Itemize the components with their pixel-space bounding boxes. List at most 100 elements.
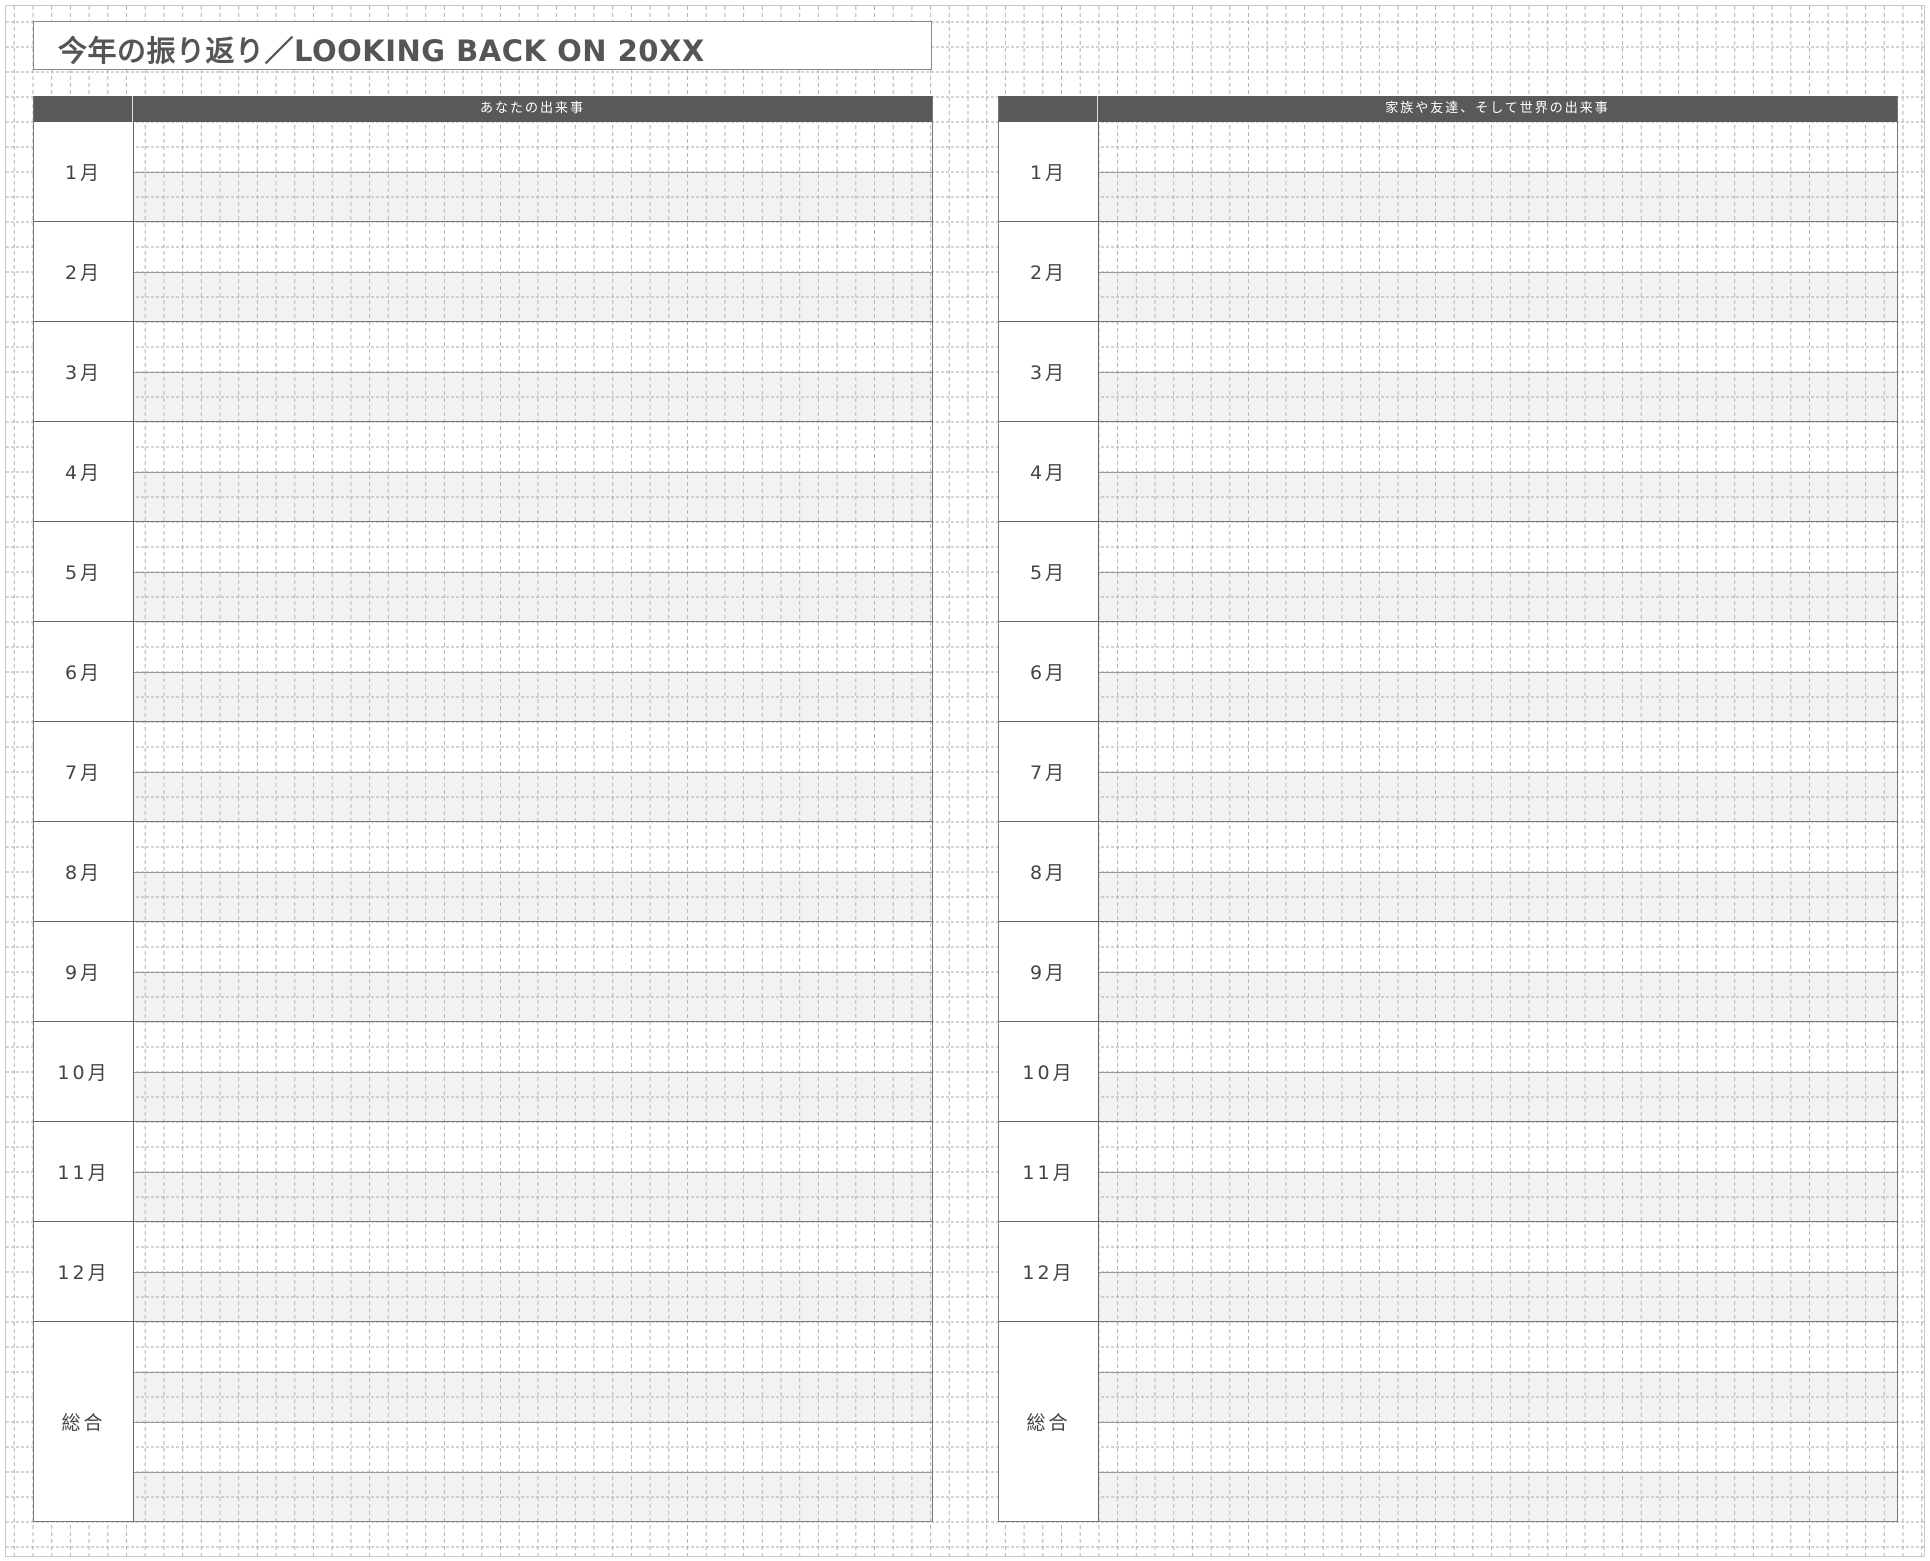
header-title: あなたの出来事 <box>479 101 585 116</box>
table-header: あなたの出来事 <box>34 96 932 122</box>
shaded-band <box>134 1272 932 1322</box>
table-row: 4月 <box>999 422 1897 522</box>
writing-area[interactable] <box>134 422 932 522</box>
shaded-band <box>1099 172 1897 222</box>
title-box: 今年の振り返り／LOOKING BACK ON 20XX <box>33 21 932 70</box>
header-label-cell <box>34 96 133 122</box>
table-row: 5月 <box>999 522 1897 622</box>
shaded-band <box>134 172 932 222</box>
shaded-band <box>134 1172 932 1222</box>
table-row: 12月 <box>34 1222 932 1322</box>
row-label: 5月 <box>999 522 1099 621</box>
writing-area[interactable] <box>1099 322 1897 422</box>
shaded-band <box>134 272 932 322</box>
writing-area[interactable] <box>1099 122 1897 222</box>
row-label: 総合 <box>999 1322 1099 1521</box>
row-label: 11月 <box>999 1122 1099 1221</box>
row-label: 1月 <box>999 122 1099 221</box>
writing-area[interactable] <box>134 122 932 222</box>
row-label: 10月 <box>34 1022 134 1121</box>
writing-area[interactable] <box>134 1322 932 1522</box>
table-row: 10月 <box>34 1022 932 1122</box>
shaded-band <box>1099 572 1897 622</box>
writing-area[interactable] <box>134 1022 932 1122</box>
shaded-band <box>134 572 932 622</box>
row-label: 2月 <box>34 222 134 321</box>
table-row: 2月 <box>999 222 1897 322</box>
writing-area[interactable] <box>1099 1322 1897 1522</box>
row-label: 総合 <box>34 1322 134 1521</box>
shaded-band <box>1099 1172 1897 1222</box>
writing-area[interactable] <box>1099 522 1897 622</box>
table-row: 4月 <box>34 422 932 522</box>
writing-area[interactable] <box>134 322 932 422</box>
row-label: 6月 <box>34 622 134 721</box>
writing-area[interactable] <box>134 722 932 822</box>
page-title: 今年の振り返り／LOOKING BACK ON 20XX <box>58 34 705 68</box>
row-label: 8月 <box>34 822 134 921</box>
page-border <box>5 5 1925 1557</box>
shaded-band <box>1099 272 1897 322</box>
table-row: 2月 <box>34 222 932 322</box>
table-row: 11月 <box>999 1122 1897 1222</box>
writing-area[interactable] <box>1099 222 1897 322</box>
writing-area[interactable] <box>1099 922 1897 1022</box>
writing-area[interactable] <box>134 822 932 922</box>
writing-area[interactable] <box>134 222 932 322</box>
shaded-band <box>1099 372 1897 422</box>
shaded-band <box>1099 1072 1897 1122</box>
my-events-table: あなたの出来事 1月 2月 3月 4月 5月 6月 7月 8月 9月 10月 11月 12月 総合 <box>33 96 933 1522</box>
row-label: 6月 <box>999 622 1099 721</box>
writing-area[interactable] <box>134 922 932 1022</box>
row-divider <box>134 1422 932 1423</box>
writing-area[interactable] <box>1099 622 1897 722</box>
table-row: 1月 <box>999 122 1897 222</box>
row-label: 9月 <box>34 922 134 1021</box>
shaded-band <box>134 672 932 722</box>
shaded-band <box>1099 1372 1897 1422</box>
row-label: 10月 <box>999 1022 1099 1121</box>
shaded-band <box>1099 872 1897 922</box>
shaded-band <box>134 872 932 922</box>
table-header: 家族や友達、そして世界の出来事 <box>999 96 1897 122</box>
row-label: 7月 <box>999 722 1099 821</box>
table-row: 総合 <box>34 1322 932 1522</box>
shaded-band <box>134 372 932 422</box>
writing-area[interactable] <box>1099 1222 1897 1322</box>
row-label: 9月 <box>999 922 1099 1021</box>
writing-area[interactable] <box>134 1122 932 1222</box>
writing-area[interactable] <box>1099 822 1897 922</box>
shaded-band <box>1099 472 1897 522</box>
header-title: 家族や友達、そして世界の出来事 <box>1385 101 1610 116</box>
row-label: 2月 <box>999 222 1099 321</box>
shaded-band <box>134 472 932 522</box>
table-row: 6月 <box>999 622 1897 722</box>
writing-area[interactable] <box>134 1222 932 1322</box>
writing-area[interactable] <box>134 622 932 722</box>
table-row: 3月 <box>34 322 932 422</box>
row-divider <box>1099 1422 1897 1423</box>
table-row: 3月 <box>999 322 1897 422</box>
row-label: 8月 <box>999 822 1099 921</box>
writing-area[interactable] <box>1099 1022 1897 1122</box>
shaded-band <box>1099 772 1897 822</box>
writing-area[interactable] <box>1099 1122 1897 1222</box>
table-row: 5月 <box>34 522 932 622</box>
table-row: 7月 <box>34 722 932 822</box>
table-row: 11月 <box>34 1122 932 1222</box>
shaded-band <box>134 772 932 822</box>
writing-area[interactable] <box>1099 722 1897 822</box>
writing-area[interactable] <box>1099 422 1897 522</box>
shaded-band <box>134 1072 932 1122</box>
row-label: 3月 <box>999 322 1099 421</box>
shaded-band <box>1099 672 1897 722</box>
table-row: 9月 <box>999 922 1897 1022</box>
table-row: 12月 <box>999 1222 1897 1322</box>
table-row: 8月 <box>999 822 1897 922</box>
row-label: 1月 <box>34 122 134 221</box>
shaded-band <box>1099 1272 1897 1322</box>
shaded-band <box>134 1372 932 1422</box>
writing-area[interactable] <box>134 522 932 622</box>
table-row: 9月 <box>34 922 932 1022</box>
